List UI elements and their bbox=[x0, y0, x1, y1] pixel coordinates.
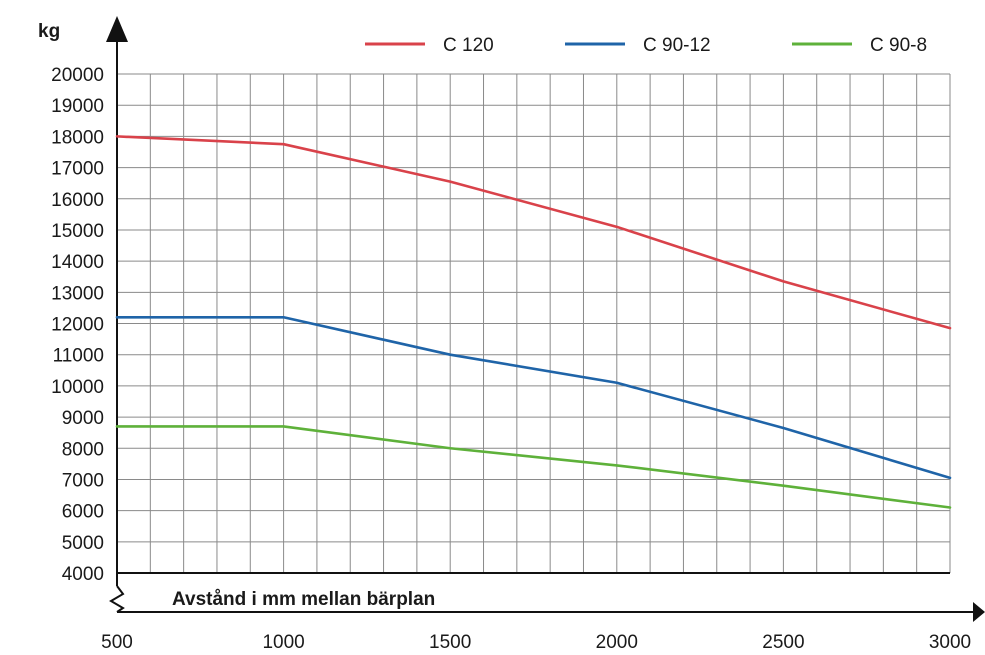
y-tick-label: 11000 bbox=[53, 346, 104, 367]
y-tick-label: 8000 bbox=[62, 439, 104, 460]
y-tick-label: 5000 bbox=[62, 533, 104, 554]
x-tick-label: 1000 bbox=[262, 632, 304, 653]
y-tick-label: 18000 bbox=[51, 127, 104, 148]
y-tick-label: 19000 bbox=[51, 96, 104, 117]
y-tick-label: 20000 bbox=[51, 65, 104, 86]
series-line-3 bbox=[115, 425, 952, 509]
y-tick-label: 10000 bbox=[51, 377, 104, 398]
y-tick-label: 6000 bbox=[62, 502, 104, 523]
series-line-1 bbox=[115, 135, 952, 330]
axis-break-mark bbox=[109, 585, 125, 613]
x-tick-label: 2500 bbox=[762, 632, 804, 653]
y-tick-label: 14000 bbox=[51, 252, 104, 273]
y-axis-label: kg bbox=[38, 21, 60, 42]
legend-label: C 90-12 bbox=[643, 35, 711, 56]
legend-label: C 120 bbox=[443, 35, 494, 56]
x-axis-arrow bbox=[973, 602, 985, 622]
x-tick-label: 1500 bbox=[429, 632, 471, 653]
legend: C 120 C 90-12 C 90-8 bbox=[365, 35, 927, 56]
grid bbox=[117, 73, 951, 574]
y-tick-label: 12000 bbox=[51, 315, 104, 336]
x-tick-label: 3000 bbox=[929, 632, 971, 653]
y-tick-label: 16000 bbox=[51, 190, 104, 211]
y-tick-label: 13000 bbox=[51, 283, 104, 304]
y-axis-arrow bbox=[106, 16, 128, 42]
axes bbox=[106, 16, 985, 622]
x-axis-label: Avstånd i mm mellan bärplan bbox=[172, 589, 435, 610]
y-tick-label: 4000 bbox=[62, 564, 104, 585]
x-tick-label: 2000 bbox=[596, 632, 638, 653]
y-tick-label: 17000 bbox=[51, 159, 104, 180]
y-tick-label: 9000 bbox=[62, 408, 104, 429]
y-tick-label: 7000 bbox=[62, 470, 104, 491]
x-tick-label: 500 bbox=[101, 632, 133, 653]
series bbox=[115, 135, 952, 509]
y-tick-label: 15000 bbox=[51, 221, 104, 242]
series-line-2 bbox=[115, 315, 952, 480]
legend-label: C 90-8 bbox=[870, 35, 927, 56]
tick-labels: 4000 5000 6000 7000 8000 9000 10000 11000 12000 1… bbox=[51, 65, 971, 653]
